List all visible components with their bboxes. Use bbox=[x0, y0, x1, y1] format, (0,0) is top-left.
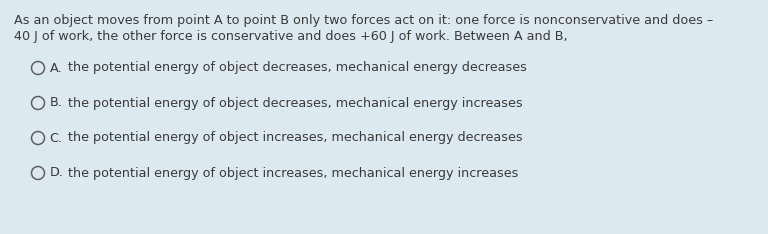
Text: the potential energy of object increases, mechanical energy increases: the potential energy of object increases… bbox=[68, 167, 519, 179]
Text: B.: B. bbox=[49, 96, 62, 110]
Text: 40 J of work, the other force is conservative and does +60 J of work. Between A : 40 J of work, the other force is conserv… bbox=[14, 30, 568, 43]
Text: the potential energy of object decreases, mechanical energy increases: the potential energy of object decreases… bbox=[68, 96, 523, 110]
Text: As an object moves from point A to point B only two forces act on it: one force : As an object moves from point A to point… bbox=[14, 14, 713, 27]
Text: the potential energy of object increases, mechanical energy decreases: the potential energy of object increases… bbox=[68, 132, 523, 145]
Text: C.: C. bbox=[49, 132, 63, 145]
Text: the potential energy of object decreases, mechanical energy decreases: the potential energy of object decreases… bbox=[68, 62, 528, 74]
Text: D.: D. bbox=[49, 167, 64, 179]
Text: A.: A. bbox=[49, 62, 62, 74]
